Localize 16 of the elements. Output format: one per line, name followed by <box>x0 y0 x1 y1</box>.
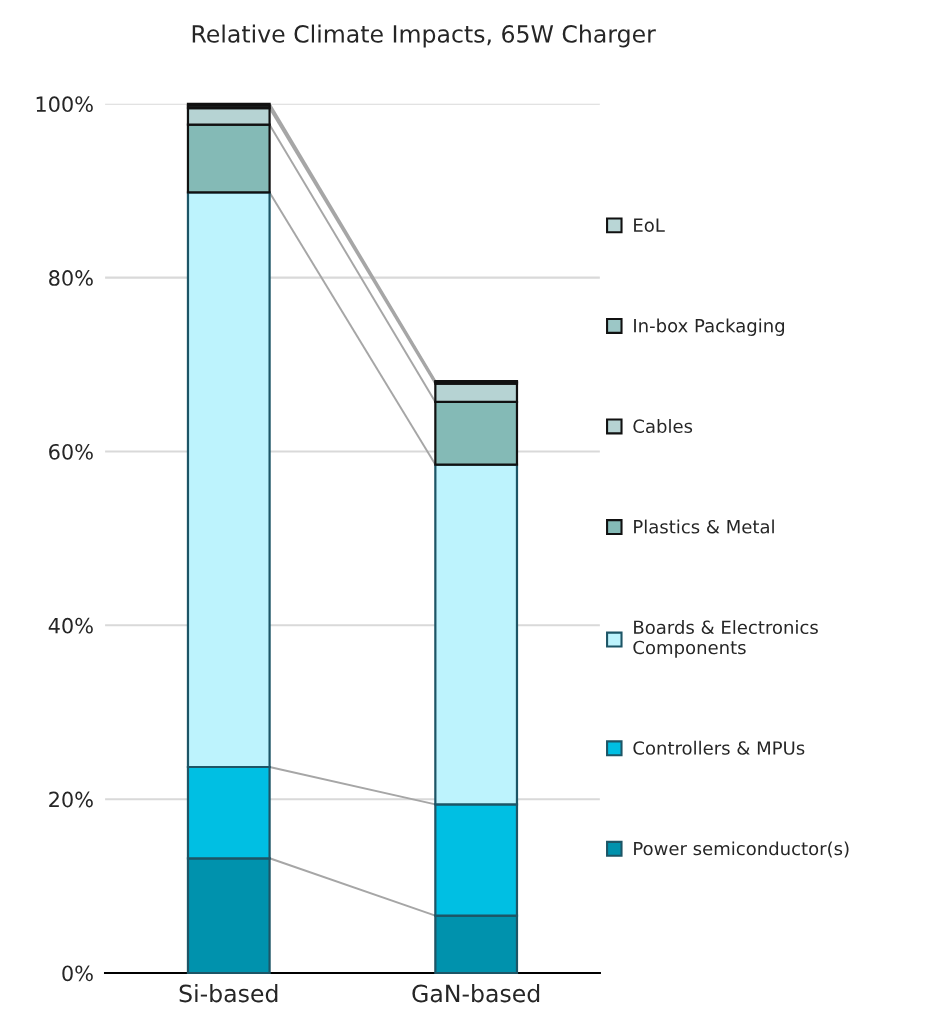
y-tick-label: 20% <box>49 791 93 808</box>
legend-label: Power semiconductor(s) <box>634 841 849 858</box>
x-tick-label: Si-based <box>179 984 278 1003</box>
legend-label: In-box Packaging <box>634 318 785 336</box>
y-tick-label: 100% <box>36 96 93 113</box>
legend-label: Plastics & Metal <box>634 519 774 534</box>
x-tick-label: GaN-based <box>412 984 540 1003</box>
legend-label: EoL <box>634 218 665 232</box>
legend-label: Cables <box>633 419 693 434</box>
legend-label: Boards & Electronics Components <box>633 620 818 658</box>
y-tick-label: 0% <box>62 965 93 982</box>
y-tick-label: 80% <box>49 270 93 286</box>
legend-label: Controllers & MPUs <box>633 740 805 755</box>
y-tick-label: 40% <box>48 617 93 634</box>
y-tick-label: 60% <box>49 443 93 460</box>
chart-title: Relative Climate Impacts, 65W Charger <box>192 24 656 48</box>
